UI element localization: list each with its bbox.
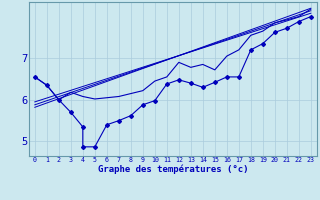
X-axis label: Graphe des températures (°c): Graphe des températures (°c) [98,165,248,174]
